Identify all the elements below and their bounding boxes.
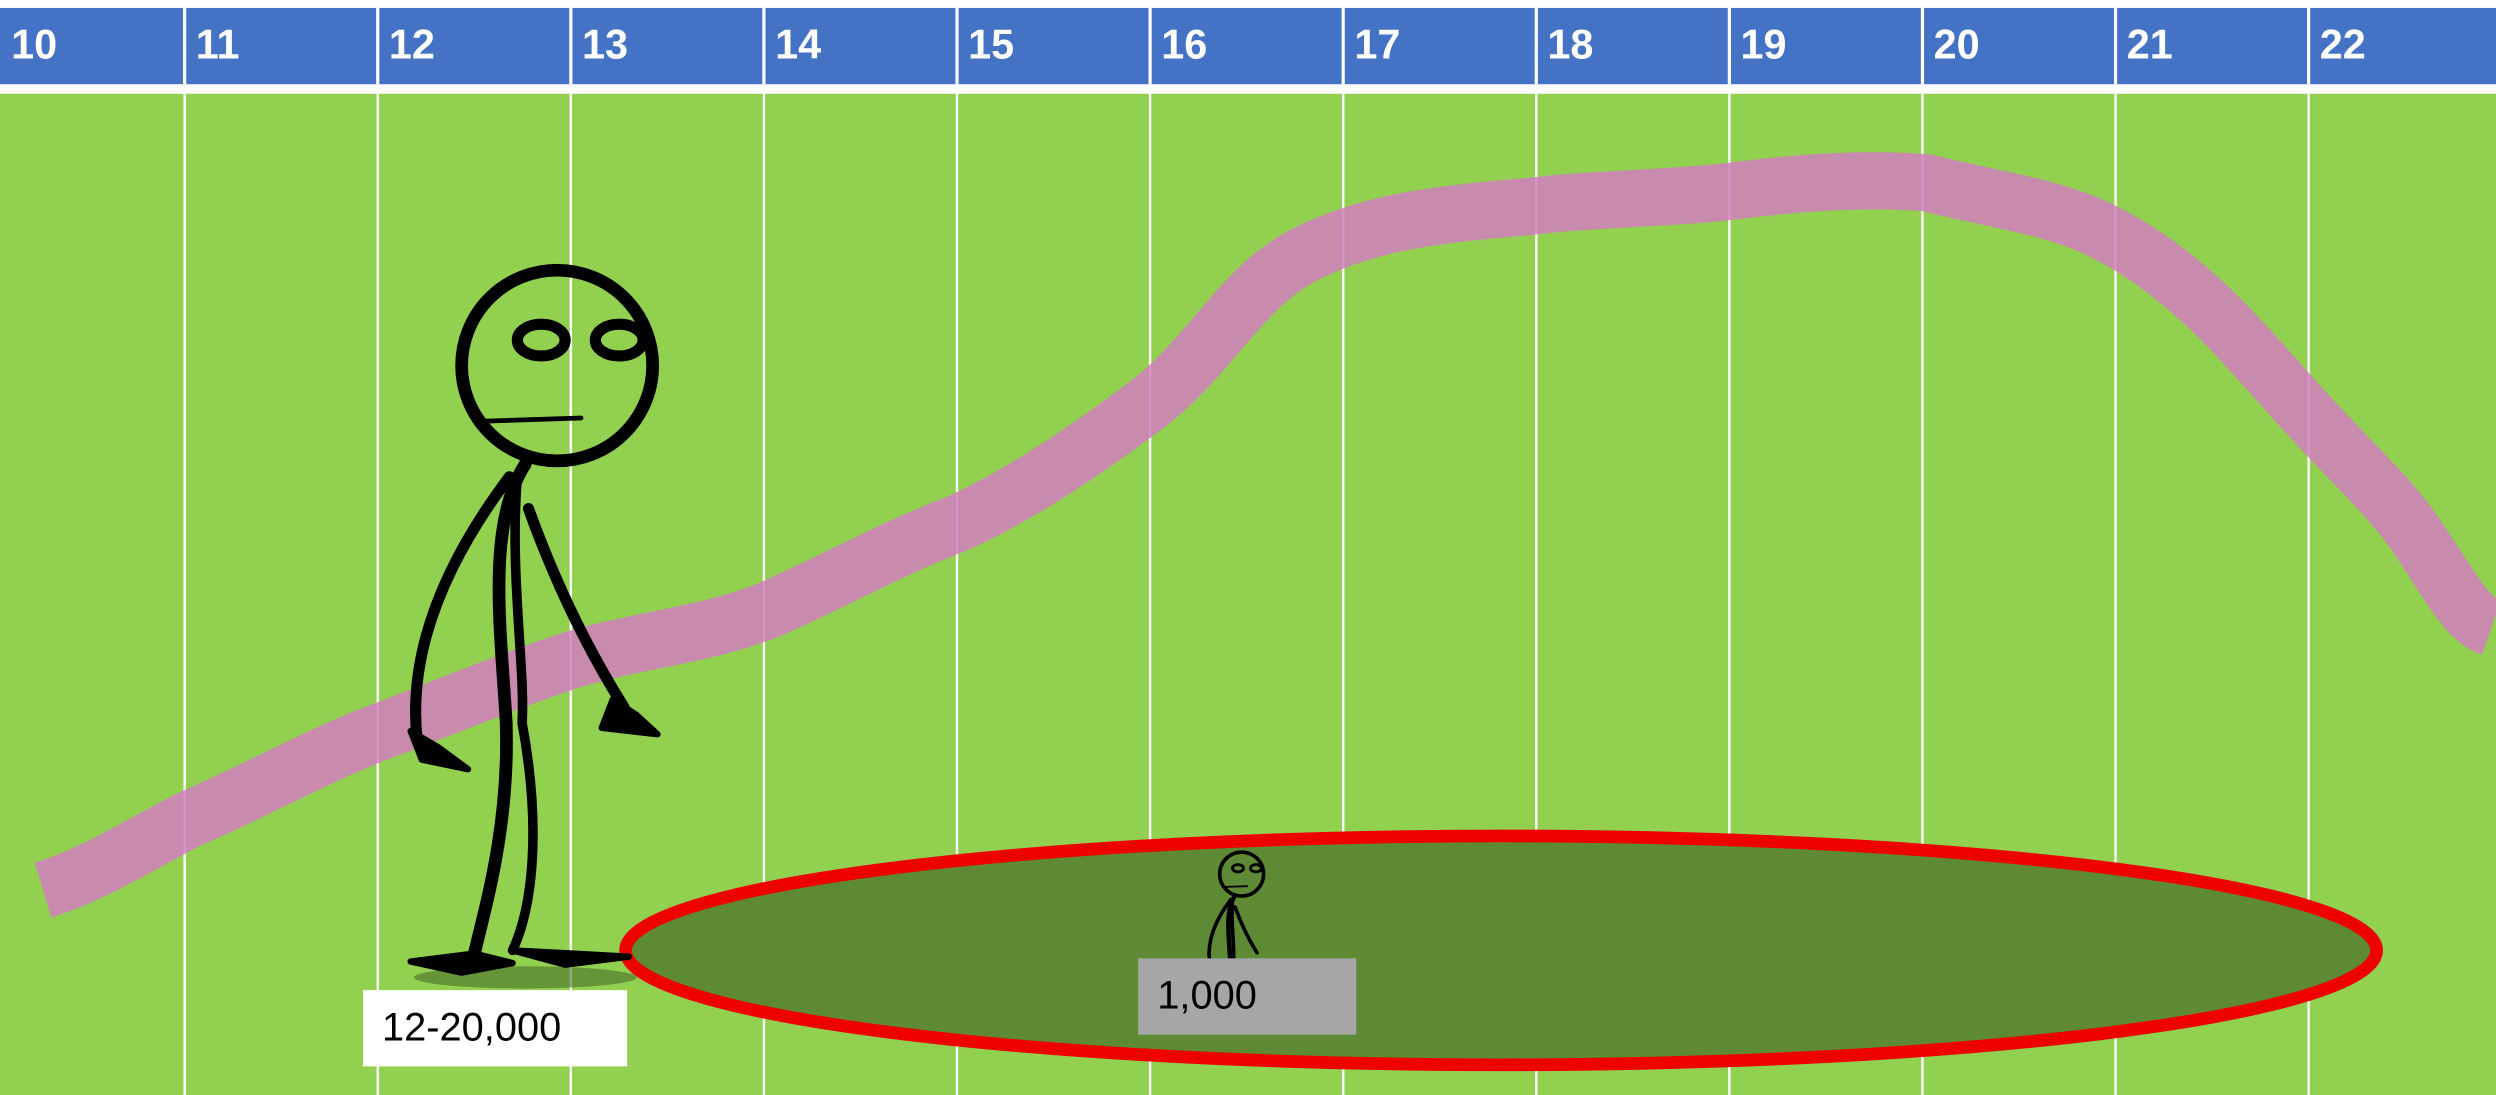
column-header: 10 [11, 22, 57, 68]
group-ellipse [626, 836, 2377, 1065]
column-header: 22 [2320, 22, 2366, 68]
column-header: 11 [196, 22, 240, 68]
group-label: 1,000 [1157, 974, 1257, 1018]
column-header: 15 [968, 22, 1014, 68]
column-header: 18 [1547, 22, 1593, 68]
column-header: 13 [582, 22, 628, 68]
slide: 10 11 12 13 14 15 16 17 18 19 20 21 22 12-20,000 1,0… [0, 0, 2496, 1095]
column-header: 17 [1354, 22, 1400, 68]
header-bar [0, 8, 2496, 84]
column-header: 20 [1934, 22, 1980, 68]
page: 10 11 12 13 14 15 16 17 18 19 20 21 22 12-20,000 1,0… [0, 0, 2496, 1095]
column-header: 14 [775, 22, 821, 68]
column-header: 21 [2127, 22, 2173, 68]
column-header: 12 [389, 22, 435, 68]
column-header: 16 [1161, 22, 1207, 68]
column-header: 19 [1741, 22, 1787, 68]
group-label: 12-20,000 [382, 1005, 561, 1049]
